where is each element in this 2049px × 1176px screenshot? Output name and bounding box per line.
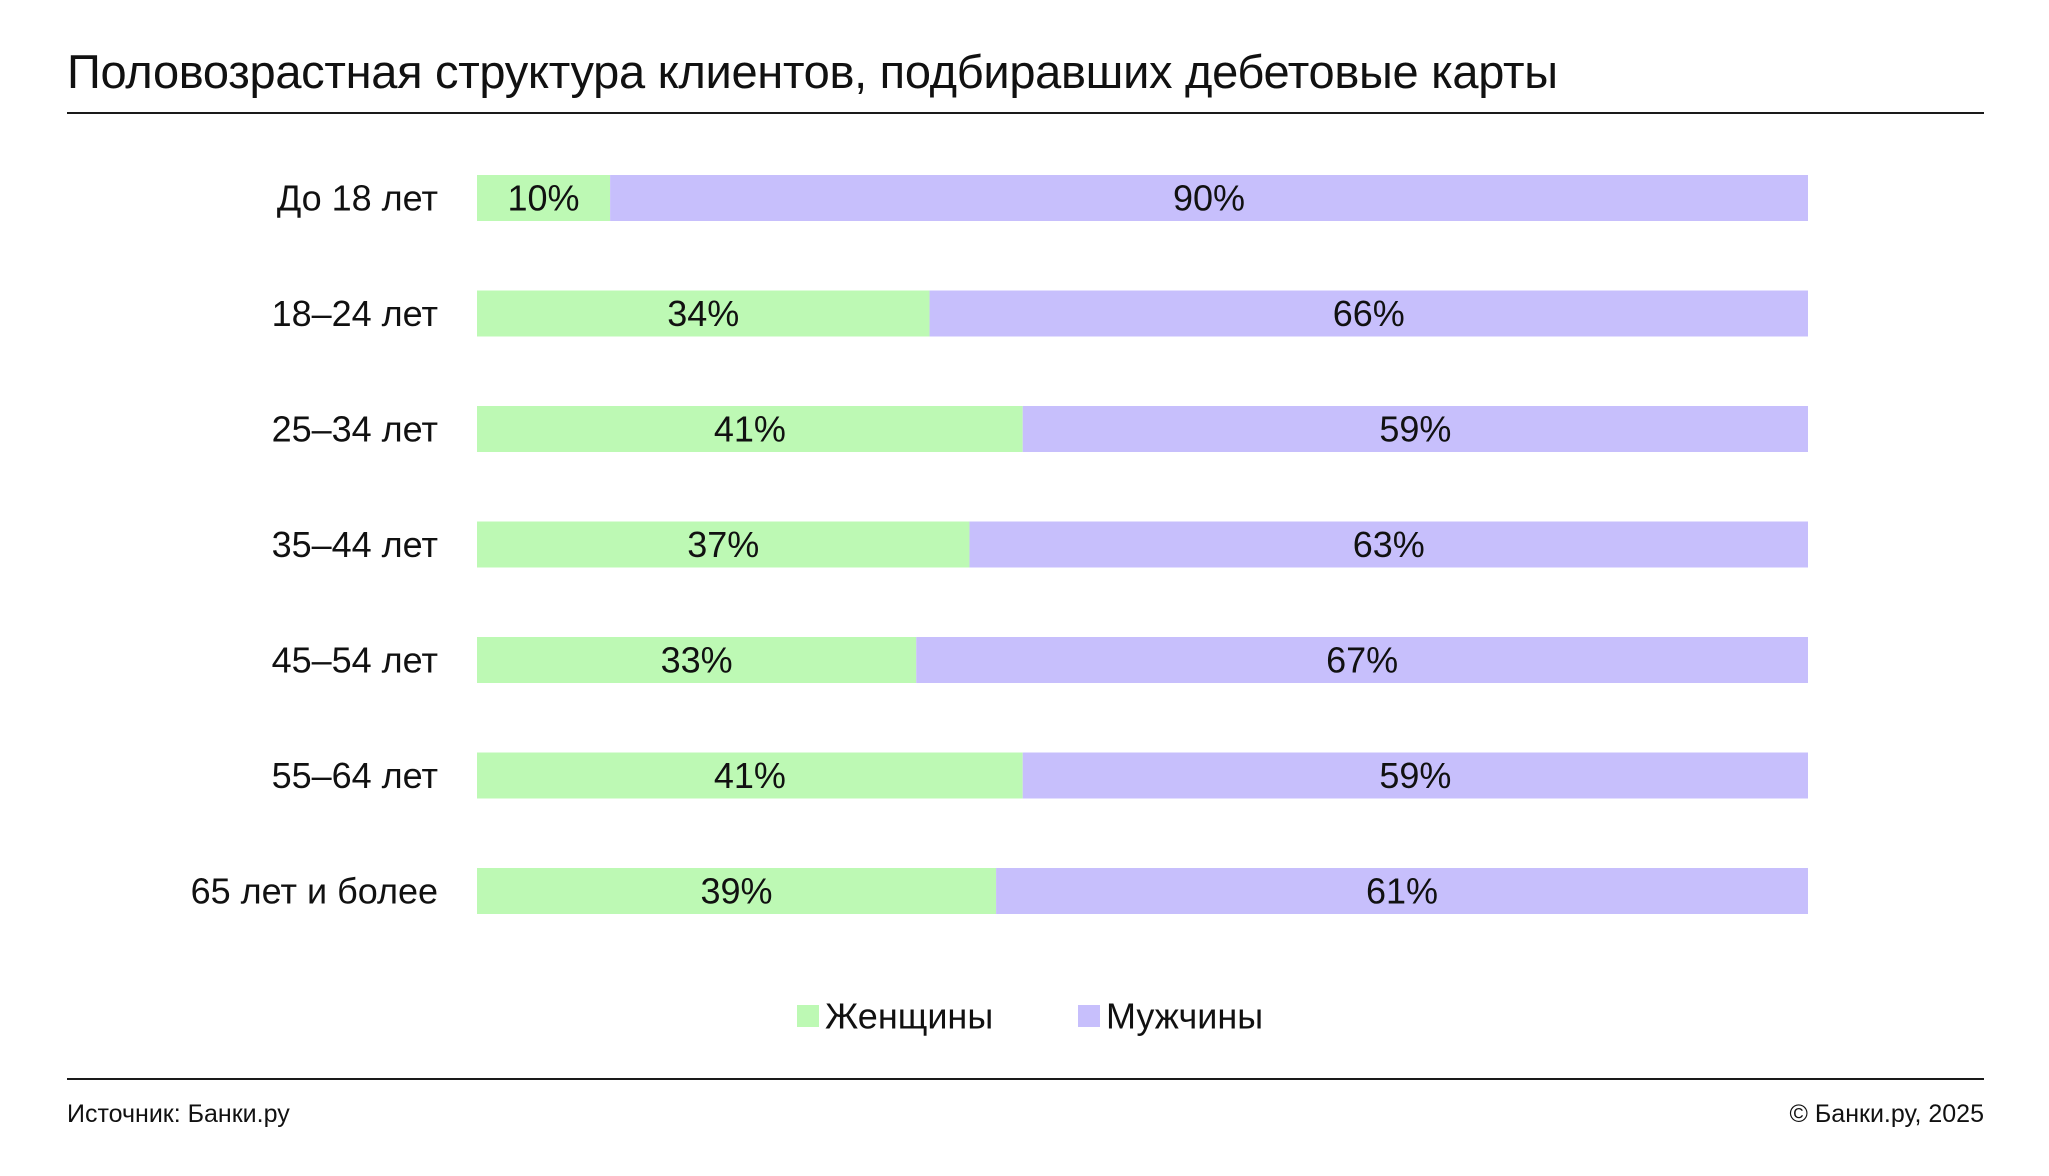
bar-segment-women — [477, 175, 611, 221]
bar-segment-men — [610, 175, 1808, 221]
bar-segment-women — [477, 868, 997, 914]
data-label: 66% — [1333, 293, 1405, 334]
data-label: 37% — [687, 524, 759, 565]
data-label: 67% — [1326, 640, 1398, 681]
bar-segment-women — [477, 637, 917, 683]
category-label: 55–64 лет — [272, 755, 438, 796]
legend-item-women: Женщины — [797, 996, 993, 1037]
legend-label: Женщины — [825, 996, 993, 1037]
footer-source: Источник: Банки.ру — [67, 1100, 290, 1128]
category-label: 18–24 лет — [272, 293, 438, 334]
data-label: 39% — [701, 871, 773, 912]
bar-segment-women — [477, 406, 1023, 452]
legend-swatch — [797, 1005, 819, 1027]
data-label: 59% — [1379, 409, 1451, 450]
data-label: 10% — [508, 178, 580, 219]
bar-segment-men — [929, 290, 1808, 337]
data-label: 61% — [1366, 871, 1438, 912]
category-label: 25–34 лет — [272, 409, 438, 450]
bar-segment-women — [477, 521, 970, 568]
category-label: 35–44 лет — [272, 524, 438, 565]
data-label: 59% — [1379, 755, 1451, 796]
legend-swatch — [1078, 1005, 1100, 1027]
data-label: 90% — [1173, 178, 1245, 219]
data-label: 41% — [714, 409, 786, 450]
data-label: 33% — [661, 640, 733, 681]
category-label: 65 лет и более — [191, 871, 438, 912]
bar-segment-women — [477, 290, 930, 337]
bar-segment-men — [916, 637, 1808, 683]
title-divider — [67, 112, 1984, 114]
data-label: 41% — [714, 755, 786, 796]
chart-title: Половозрастная структура клиентов, подби… — [67, 45, 1558, 98]
footer-divider — [67, 1078, 1984, 1080]
bar-segment-men — [969, 521, 1808, 568]
legend-item-men: Мужчины — [1078, 996, 1263, 1037]
data-label: 34% — [667, 293, 739, 334]
category-label: 45–54 лет — [272, 640, 438, 681]
footer-copyright: © Банки.ру, 2025 — [1789, 1100, 1984, 1128]
legend-label: Мужчины — [1106, 996, 1263, 1037]
bar-segment-women — [477, 752, 1023, 799]
bar-segment-men — [996, 868, 1808, 914]
category-label: До 18 лет — [277, 178, 438, 219]
data-label: 63% — [1353, 524, 1425, 565]
bar-segment-men — [1022, 406, 1808, 452]
bar-segment-men — [1022, 752, 1808, 799]
